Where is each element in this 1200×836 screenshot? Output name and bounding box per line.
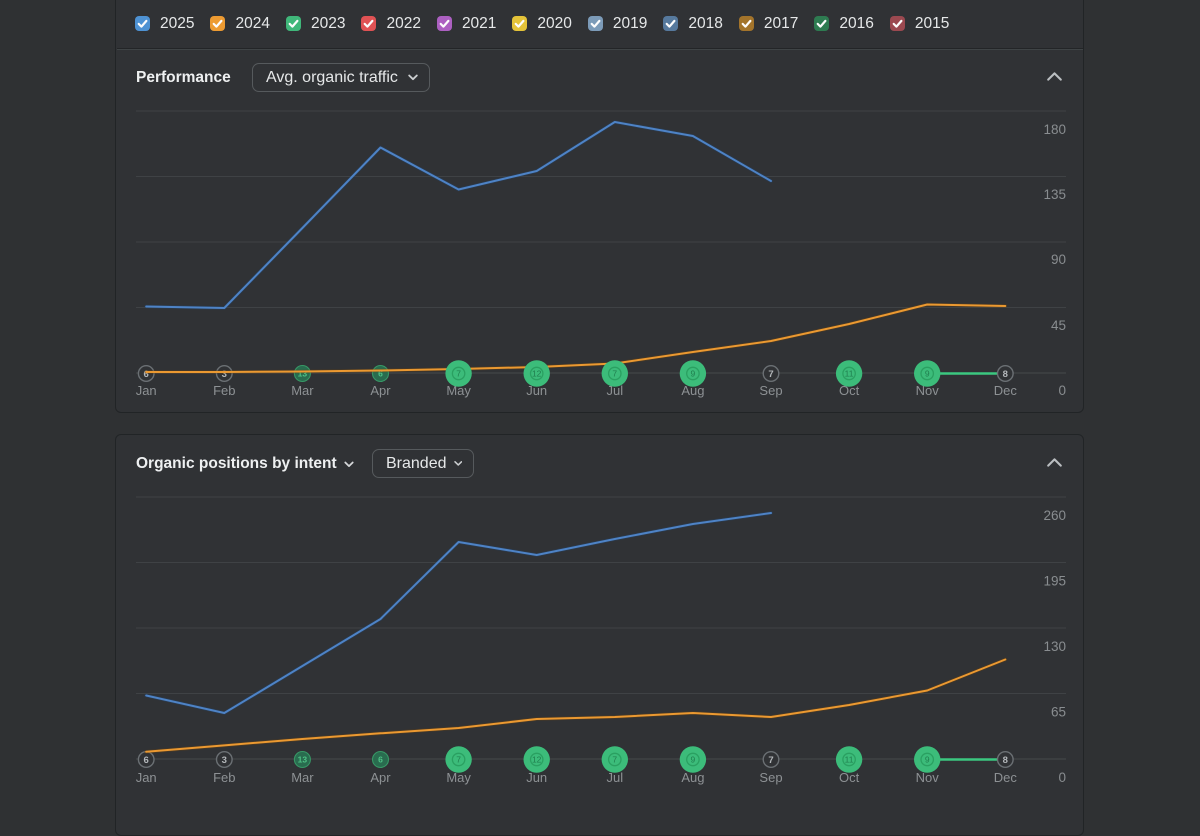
svg-text:Jan: Jan: [136, 770, 157, 785]
svg-text:Dec: Dec: [994, 383, 1018, 398]
svg-text:Jun: Jun: [526, 770, 547, 785]
svg-text:3: 3: [222, 755, 227, 766]
svg-text:45: 45: [1051, 318, 1066, 333]
svg-text:7: 7: [456, 755, 461, 765]
svg-text:6: 6: [144, 369, 149, 380]
svg-text:9: 9: [925, 755, 930, 765]
svg-text:9: 9: [691, 369, 696, 379]
svg-text:Jul: Jul: [606, 383, 623, 398]
svg-text:May: May: [446, 383, 471, 398]
svg-text:9: 9: [691, 755, 696, 765]
svg-text:Feb: Feb: [213, 770, 235, 785]
svg-text:Nov: Nov: [916, 383, 940, 398]
svg-text:7: 7: [612, 755, 617, 765]
svg-text:65: 65: [1051, 705, 1066, 720]
svg-text:12: 12: [532, 755, 542, 765]
svg-text:8: 8: [1003, 369, 1008, 380]
svg-text:Dec: Dec: [994, 770, 1018, 785]
svg-text:13: 13: [298, 755, 308, 765]
svg-text:Oct: Oct: [839, 770, 860, 785]
svg-text:180: 180: [1043, 122, 1066, 137]
svg-text:Jan: Jan: [136, 383, 157, 398]
svg-text:0: 0: [1058, 770, 1066, 785]
svg-text:Aug: Aug: [681, 770, 704, 785]
svg-text:7: 7: [768, 369, 773, 380]
svg-text:11: 11: [845, 755, 854, 765]
svg-text:195: 195: [1043, 574, 1066, 589]
svg-text:Nov: Nov: [916, 770, 940, 785]
svg-text:May: May: [446, 770, 471, 785]
svg-text:135: 135: [1043, 187, 1066, 202]
svg-text:11: 11: [845, 369, 854, 379]
svg-text:130: 130: [1043, 639, 1066, 654]
svg-text:Mar: Mar: [291, 383, 314, 398]
svg-text:Aug: Aug: [681, 383, 704, 398]
svg-text:260: 260: [1043, 508, 1066, 523]
svg-text:Jun: Jun: [526, 383, 547, 398]
svg-text:7: 7: [768, 755, 773, 766]
svg-text:6: 6: [378, 755, 383, 765]
svg-text:9: 9: [925, 369, 930, 379]
svg-text:Oct: Oct: [839, 383, 860, 398]
svg-text:Jul: Jul: [606, 770, 623, 785]
svg-text:3: 3: [222, 369, 227, 380]
svg-text:6: 6: [144, 755, 149, 766]
svg-text:6: 6: [378, 369, 383, 379]
svg-text:Feb: Feb: [213, 383, 235, 398]
svg-text:Sep: Sep: [759, 383, 782, 398]
svg-text:Sep: Sep: [759, 770, 782, 785]
svg-text:Apr: Apr: [370, 770, 391, 785]
svg-text:12: 12: [532, 369, 542, 379]
svg-text:90: 90: [1051, 252, 1066, 267]
svg-text:Mar: Mar: [291, 770, 314, 785]
svg-text:13: 13: [298, 369, 308, 379]
svg-text:8: 8: [1003, 755, 1008, 766]
svg-text:Apr: Apr: [370, 383, 391, 398]
svg-text:7: 7: [456, 369, 461, 379]
svg-text:7: 7: [612, 369, 617, 379]
svg-text:0: 0: [1058, 383, 1066, 398]
